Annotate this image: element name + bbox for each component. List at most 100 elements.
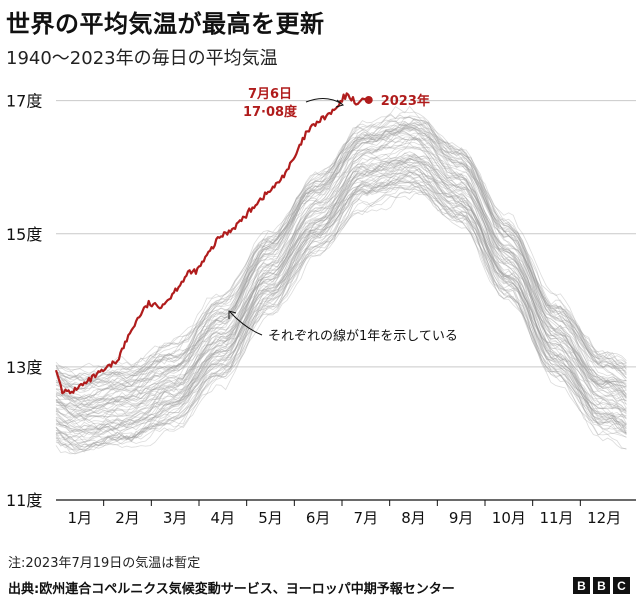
historical-year-line xyxy=(56,127,627,401)
historical-year-line xyxy=(55,157,627,419)
historical-year-line xyxy=(55,116,627,373)
historical-year-line xyxy=(55,122,627,378)
series-2023-line xyxy=(54,92,369,395)
historical-year-line xyxy=(55,170,627,430)
historical-year-line xyxy=(55,158,627,417)
peak-arrow xyxy=(305,98,343,105)
historical-year-line xyxy=(55,151,627,422)
x-tick-label: 1月 xyxy=(68,509,93,527)
historical-year-line xyxy=(55,136,627,408)
historical-year-line xyxy=(55,160,627,412)
historical-year-line xyxy=(55,181,627,446)
y-tick-label: 11度 xyxy=(6,491,42,510)
x-tick-label: 6月 xyxy=(306,509,331,527)
historical-year-line xyxy=(55,124,627,393)
historical-year-line xyxy=(55,129,627,386)
historical-year-line xyxy=(55,155,627,421)
x-tick-label: 7月 xyxy=(354,509,379,527)
historical-year-line xyxy=(55,124,627,388)
historical-year-line xyxy=(55,191,627,447)
historical-year-line xyxy=(55,153,627,411)
x-tick-label: 11月 xyxy=(539,509,573,527)
historical-year-line xyxy=(55,182,627,449)
historical-year-line xyxy=(55,111,627,381)
historical-year-line xyxy=(55,126,627,390)
historical-year-line xyxy=(55,126,627,388)
historical-year-line xyxy=(55,186,627,437)
y-tick-label: 15度 xyxy=(6,225,42,244)
historical-year-line xyxy=(55,145,627,405)
historical-year-line xyxy=(55,160,627,434)
bbc-logo-letter: B xyxy=(573,577,590,594)
x-tick-label: 4月 xyxy=(211,509,236,527)
bbc-logo: B B C xyxy=(573,577,630,594)
x-tick-label: 8月 xyxy=(401,509,426,527)
y-tick-label: 13度 xyxy=(6,358,42,377)
lines-arrow xyxy=(229,311,263,336)
historical-year-line xyxy=(55,122,627,378)
historical-year-line xyxy=(55,139,627,402)
historical-year-line xyxy=(55,137,627,407)
series-2023-endpoint xyxy=(364,95,373,104)
axes: 17度 15度 13度 11度 1月 2月 3月 4月 5月 6月 7月 8月 9月 10月 11月 12月 xyxy=(6,92,636,527)
lines-arrowhead xyxy=(228,310,237,319)
historical-year-line xyxy=(55,168,627,439)
source-text: 出典:欧州連合コペルニクス気候変動サービス、ヨーロッパ中期予報センター xyxy=(8,582,455,597)
historical-year-line xyxy=(55,155,627,419)
historical-year-line xyxy=(55,165,627,435)
historical-year-line xyxy=(55,166,627,431)
historical-year-line xyxy=(55,144,627,421)
x-tick-label: 3月 xyxy=(163,509,188,527)
peak-date-label: 7月6日 xyxy=(248,87,292,102)
historical-year-line xyxy=(55,133,627,406)
peak-value-label: 17·08度 xyxy=(243,104,298,120)
historical-year-line xyxy=(55,175,627,453)
historical-year-line xyxy=(55,163,627,418)
historical-year-line xyxy=(55,124,627,394)
x-tick-label: 5月 xyxy=(258,509,283,527)
chart-subtitle: 1940～2023年の毎日の平均気温 xyxy=(6,48,278,69)
historical-year-line xyxy=(55,142,627,409)
historical-year-line xyxy=(55,182,627,445)
historical-year-line xyxy=(55,161,627,426)
historical-year-line xyxy=(55,152,627,417)
historical-year-line xyxy=(55,137,627,407)
historical-year-line xyxy=(55,131,627,400)
historical-year-line xyxy=(55,176,627,448)
historical-year-line xyxy=(55,115,627,383)
historical-year-line xyxy=(55,144,627,402)
chart-title: 世界の平均気温が最高を更新 xyxy=(6,10,325,38)
historical-year-line xyxy=(55,136,627,410)
historical-year-line xyxy=(55,137,627,388)
historical-year-line xyxy=(55,166,627,436)
historical-year-line xyxy=(55,128,627,393)
historical-year-line xyxy=(56,179,627,451)
historical-year-line xyxy=(55,154,627,413)
bbc-logo-letter: B xyxy=(593,577,610,594)
footnote: 注:2023年7月19日の気温は暫定 xyxy=(8,556,201,571)
historical-year-line xyxy=(55,171,627,430)
lines-explanation: それぞれの線が1年を示している xyxy=(268,328,458,344)
historical-year-line xyxy=(55,176,627,443)
x-tick-label: 12月 xyxy=(587,509,621,527)
historical-year-line xyxy=(55,171,627,450)
historical-year-line xyxy=(55,178,627,442)
y-tick-label: 17度 xyxy=(6,92,42,111)
x-tick-label: 2月 xyxy=(115,509,140,527)
historical-year-line xyxy=(55,127,627,388)
historical-year-line xyxy=(55,128,627,402)
historical-year-line xyxy=(55,121,627,391)
highlight-2023 xyxy=(54,92,373,395)
historical-year-line xyxy=(55,181,627,455)
x-tick-label: 9月 xyxy=(449,509,474,527)
historical-year-line xyxy=(55,168,627,432)
historical-year-line xyxy=(55,122,627,399)
bbc-logo-letter: C xyxy=(613,577,630,594)
historical-lines xyxy=(55,105,627,455)
historical-year-line xyxy=(55,179,627,453)
historical-year-line xyxy=(55,113,627,380)
historical-year-line xyxy=(55,161,627,414)
historical-year-line xyxy=(55,185,627,451)
